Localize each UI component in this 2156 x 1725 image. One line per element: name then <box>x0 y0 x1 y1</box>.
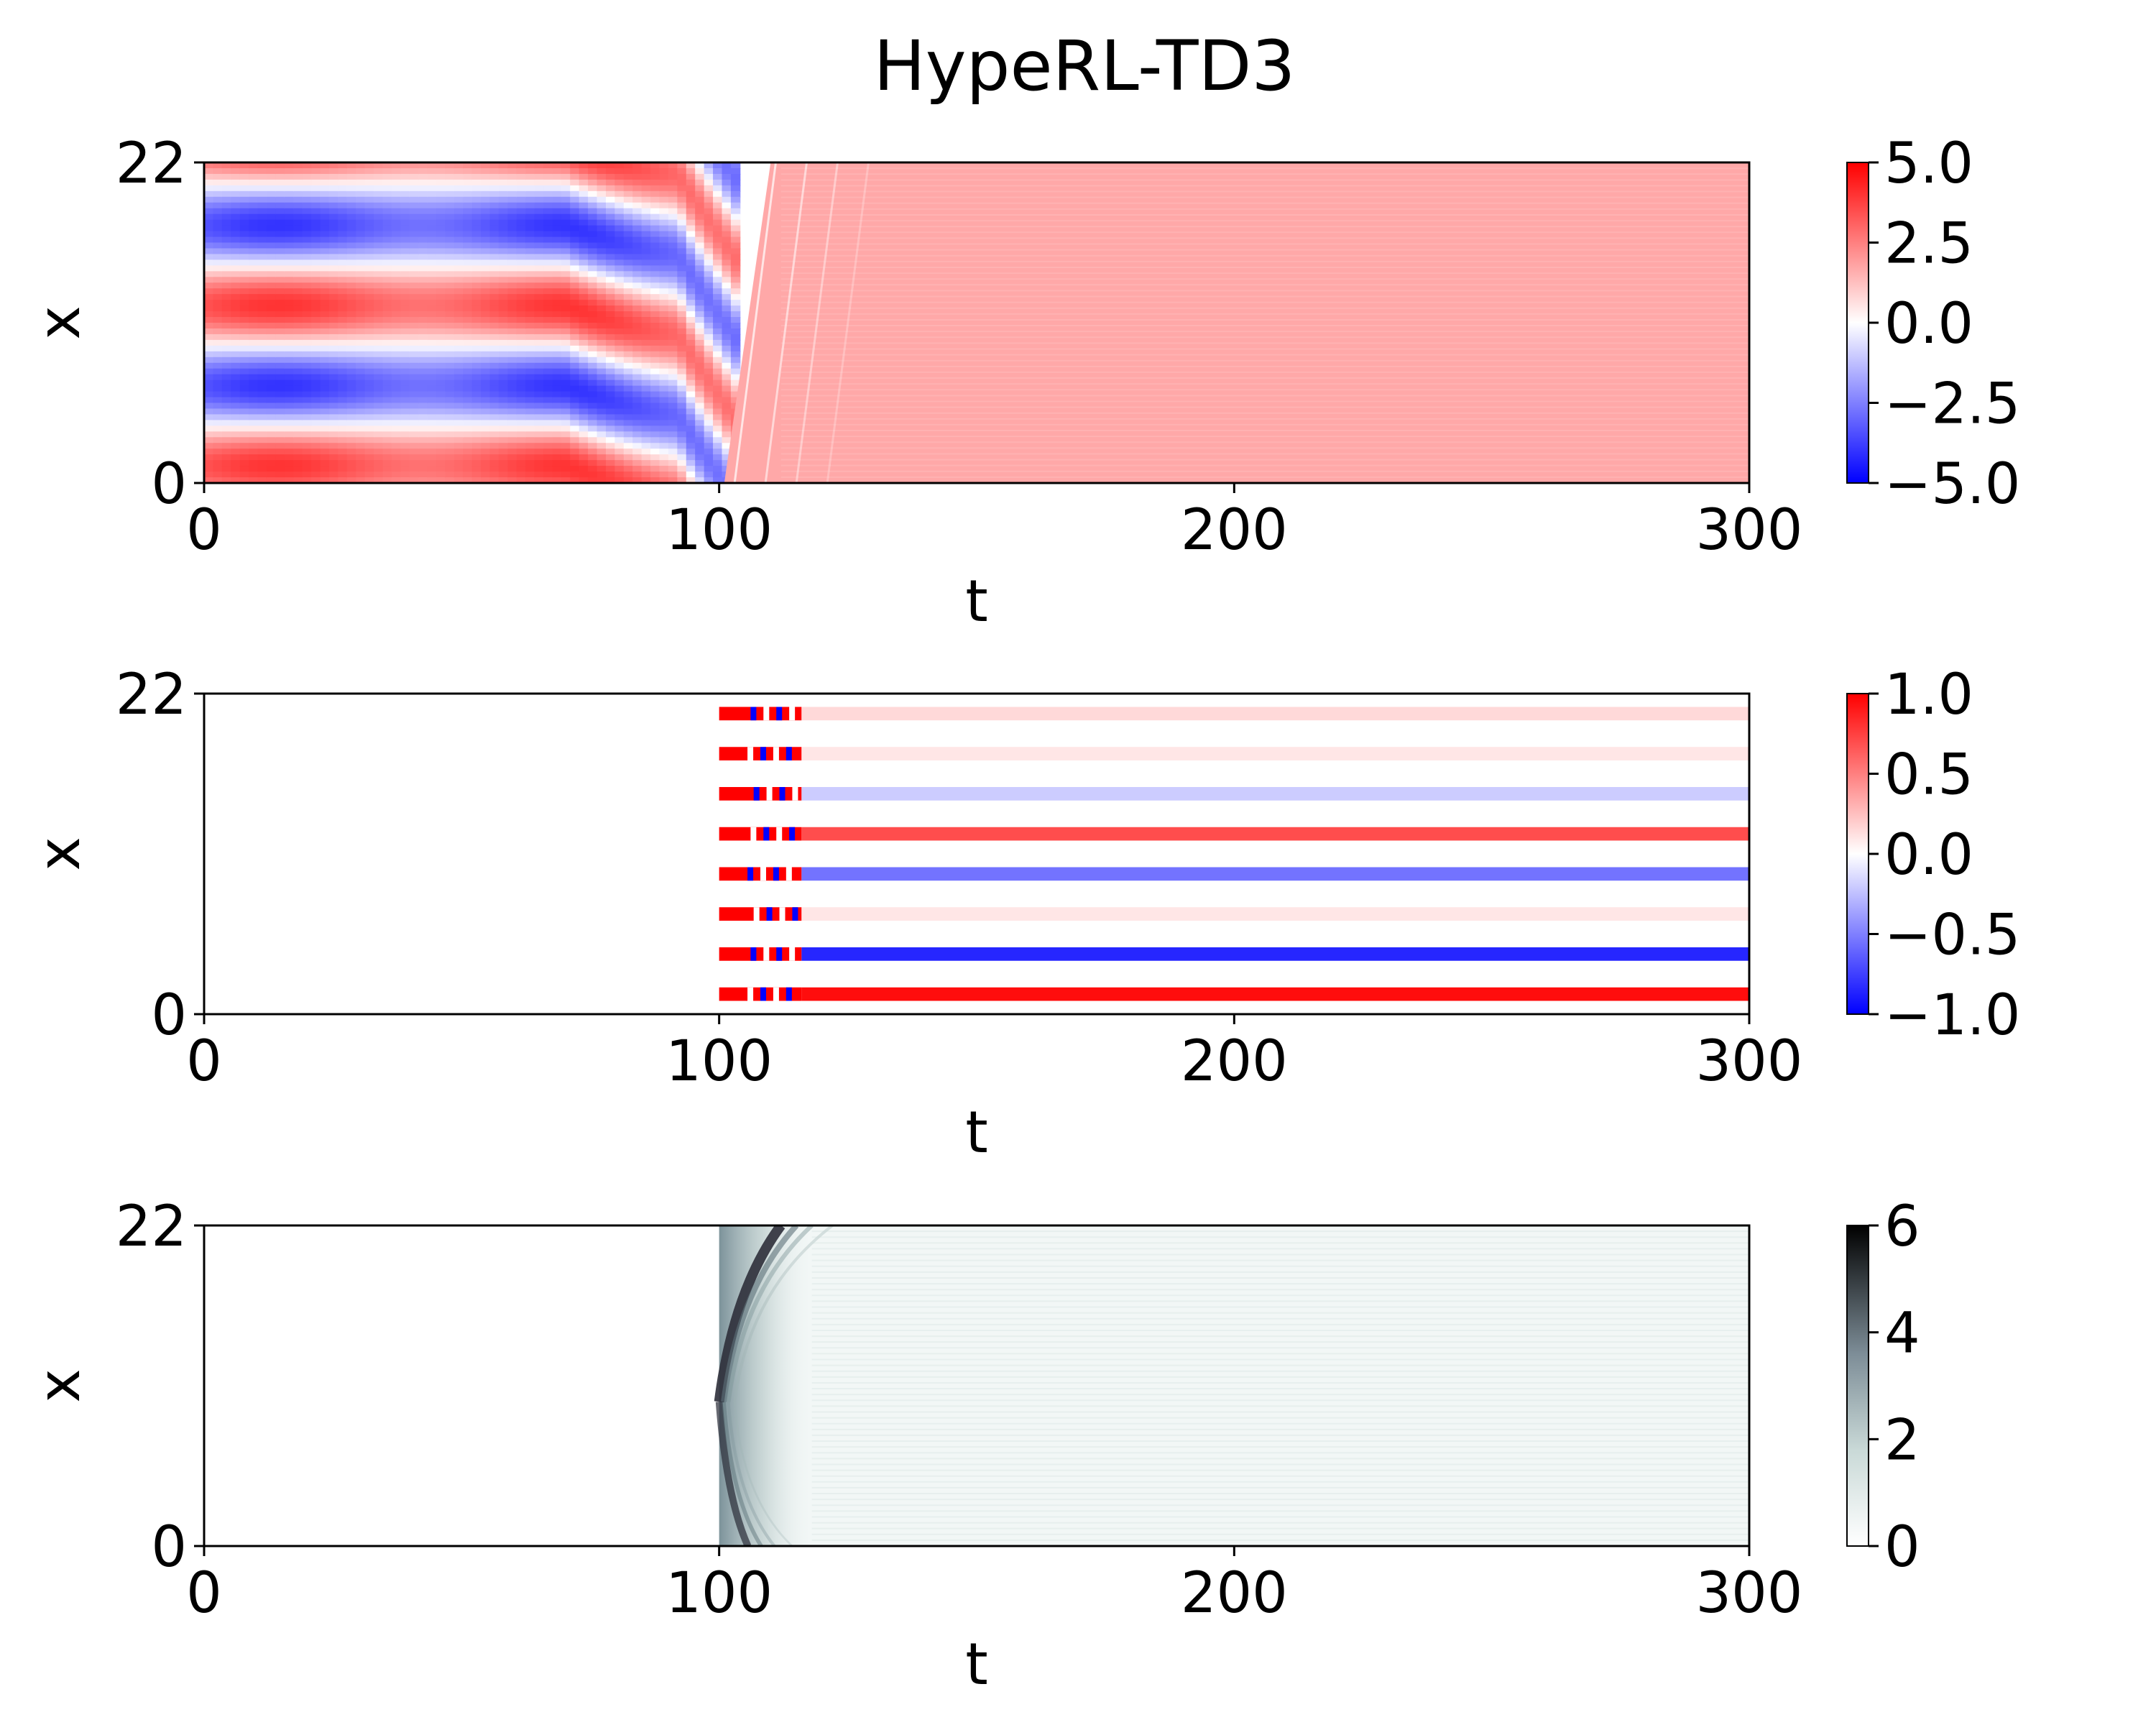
actuation-band <box>801 907 1749 921</box>
panel-2-frame <box>203 692 1751 1016</box>
panel-2-heatmap <box>204 694 1749 1014</box>
y-tick-label: 22 <box>116 132 187 196</box>
colorbar-tick-label: 5.0 <box>1884 132 1973 196</box>
panel-3-heatmap <box>204 1225 1749 1546</box>
colorbar-tick-label: 0.0 <box>1884 292 1973 356</box>
colorbar-tick-label: −2.5 <box>1884 372 2020 437</box>
actuation-band <box>801 867 1749 881</box>
y-axis-label: x <box>26 1368 93 1402</box>
panel-1: 0 100 200 300 0 22 t x 5.0 2.5 0.0 −2.5 −5.0 <box>26 132 2020 635</box>
panel-2-colorbar-ticks: 1.0 0.5 0.0 −0.5 −1.0 <box>1869 663 2020 1048</box>
panel-3-axes: 0 100 200 300 0 22 t x <box>26 1195 1802 1698</box>
panel-1-colorbar-ticks: 5.0 2.5 0.0 −2.5 −5.0 <box>1869 132 2020 517</box>
actuation-band <box>801 827 1749 841</box>
y-tick-label: 0 <box>151 452 187 517</box>
x-tick-label: 300 <box>1696 498 1803 563</box>
panel-2-colorbar <box>1846 693 1869 1015</box>
x-tick-label: 200 <box>1181 498 1288 563</box>
colorbar-tick-label: 6 <box>1884 1195 1920 1259</box>
panel-1-heatmap <box>204 162 1749 483</box>
actuation-transient <box>719 907 802 921</box>
x-tick-label: 200 <box>1181 1029 1288 1094</box>
actuation-band <box>801 707 1749 721</box>
y-tick-label: 22 <box>116 1195 187 1259</box>
y-axis-label: x <box>26 305 93 339</box>
panel-1-frame <box>203 161 1751 484</box>
x-axis-label: t <box>965 568 987 635</box>
panel-3: 0 100 200 300 0 22 t x 6 4 2 0 <box>26 1195 1920 1698</box>
y-axis-label: x <box>26 837 93 870</box>
x-axis-label: t <box>965 1631 987 1698</box>
colorbar-tick-label: 4 <box>1884 1302 1920 1366</box>
y-tick-label: 0 <box>151 983 187 1048</box>
actuation-band <box>801 987 1749 1001</box>
colorbar-tick-label: 2.5 <box>1884 212 1973 277</box>
panel-2-axes: 0 100 200 300 0 22 t x <box>26 663 1802 1166</box>
colorbar-tick-label: 0.5 <box>1884 743 1973 808</box>
x-axis-label: t <box>965 1099 987 1166</box>
colorbar-tick-label: 0 <box>1884 1515 1920 1580</box>
x-tick-label: 100 <box>665 1029 773 1094</box>
panel-1-colorbar <box>1846 162 1869 484</box>
panel-3-colorbar-ticks: 6 4 2 0 <box>1869 1195 1920 1580</box>
x-tick-label: 0 <box>186 498 222 563</box>
panel-2: 0 100 200 300 0 22 t x 1.0 0.5 0.0 −0.5 −1.0 <box>26 663 2020 1166</box>
panel-1-axes: 0 100 200 300 0 22 t x <box>26 132 1802 635</box>
actuation-transient <box>719 787 802 801</box>
colorbar-tick-label: 2 <box>1884 1408 1920 1473</box>
panel-3-colorbar <box>1846 1225 1869 1547</box>
panel-2-actuation-bands <box>719 707 1749 1001</box>
colorbar-tick-label: 0.0 <box>1884 823 1973 888</box>
x-tick-label: 0 <box>186 1029 222 1094</box>
colorbar-tick-label: −0.5 <box>1884 903 2020 968</box>
y-tick-label: 22 <box>116 663 187 727</box>
x-tick-label: 100 <box>665 1561 773 1626</box>
actuation-band <box>801 947 1749 961</box>
panel-1-steady-region <box>724 162 1749 483</box>
x-tick-label: 300 <box>1696 1561 1803 1626</box>
actuation-band <box>801 747 1749 760</box>
colorbar-tick-label: −5.0 <box>1884 452 2020 517</box>
actuation-band <box>801 787 1749 801</box>
figure-title: HypeRL-TD3 <box>874 26 1296 106</box>
panel-3-field <box>714 1225 1749 1546</box>
x-tick-label: 300 <box>1696 1029 1803 1094</box>
panel-1-chaotic-region <box>204 162 741 483</box>
colorbar-tick-label: 1.0 <box>1884 663 1973 727</box>
x-tick-label: 200 <box>1181 1561 1288 1626</box>
colorbar-tick-label: −1.0 <box>1884 983 2020 1048</box>
panel-3-frame <box>203 1224 1751 1547</box>
y-tick-label: 0 <box>151 1515 187 1580</box>
x-tick-label: 100 <box>665 498 773 563</box>
x-tick-label: 0 <box>186 1561 222 1626</box>
